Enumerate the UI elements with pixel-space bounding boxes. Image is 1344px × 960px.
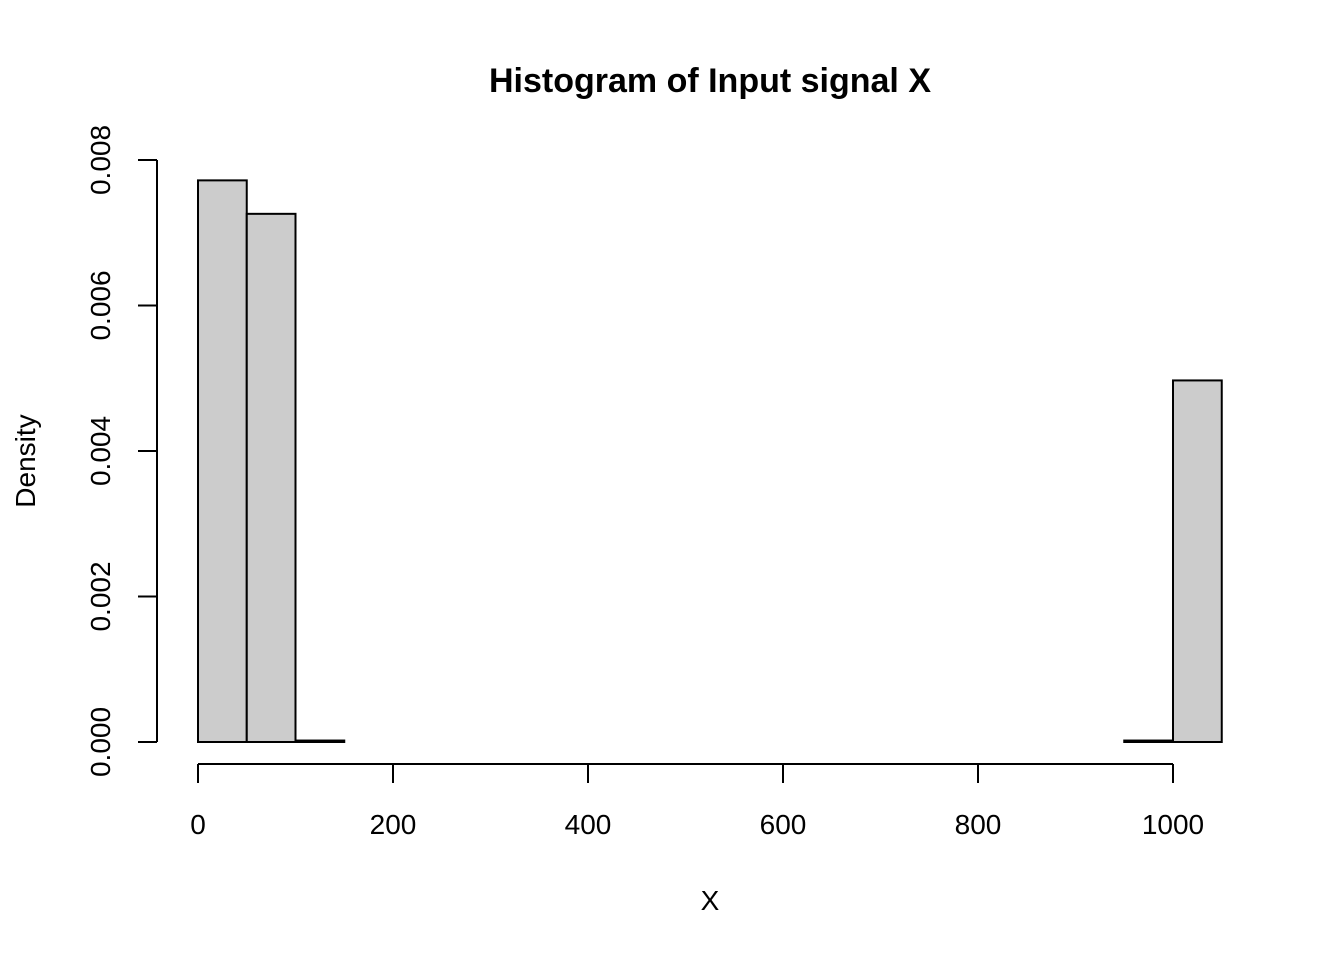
- x-tick-label: 400: [565, 809, 612, 840]
- x-axis: 0 200 400 600 800 1000: [190, 763, 1204, 840]
- histogram-bar-0: [197, 179, 248, 743]
- x-axis-label: X: [701, 885, 720, 916]
- histogram-bar-1: [245, 212, 297, 743]
- x-tick-label: 0: [190, 809, 206, 840]
- histogram-bar-20: [1172, 379, 1223, 743]
- x-tick-label: 200: [370, 809, 417, 840]
- y-axis: 0.000 0.002 0.004 0.006 0.008: [85, 125, 158, 777]
- y-tick-label: 0.000: [85, 707, 116, 777]
- x-tick-label: 600: [760, 809, 807, 840]
- y-tick-label: 0.004: [85, 416, 116, 486]
- y-tick-label: 0.002: [85, 561, 116, 631]
- y-axis-label: Density: [10, 414, 41, 507]
- y-tick-label: 0.006: [85, 270, 116, 340]
- y-tick-label: 0.008: [85, 125, 116, 195]
- x-tick-label: 800: [955, 809, 1002, 840]
- histogram-bar-2: [294, 739, 346, 743]
- histogram-bar-19: [1123, 739, 1174, 743]
- chart-title: Histogram of Input signal X: [489, 62, 931, 100]
- histogram-bars: [197, 179, 1223, 743]
- x-tick-label: 1000: [1142, 809, 1204, 840]
